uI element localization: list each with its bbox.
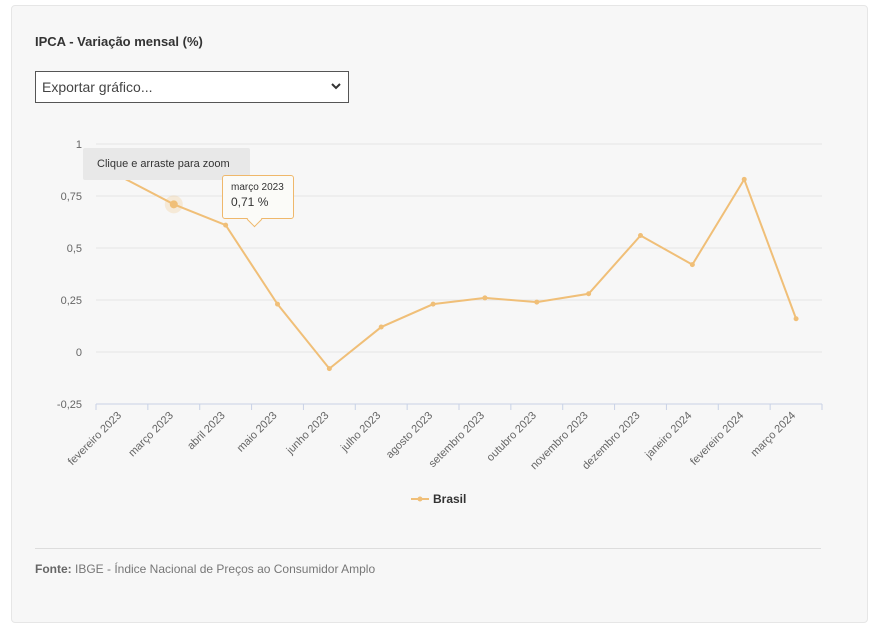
x-tick-label: julho 2023 [338,410,383,455]
series-line-brasil [121,176,798,371]
data-point [793,316,799,322]
x-tick-label: agosto 2023 [384,410,435,461]
y-tick-label: 0 [76,347,82,359]
data-point [741,176,747,182]
data-point [378,324,384,330]
tooltip-value: 0,71 % [231,195,269,209]
source-label: Fonte: [35,562,72,576]
data-point [586,291,592,297]
x-tick-label: fevereiro 2023 [66,410,124,468]
data-point [223,222,229,228]
data-point [326,366,332,372]
x-tick-label: junho 2023 [284,410,332,458]
x-tick-label: abril 2023 [185,410,228,453]
footer-divider [35,548,821,549]
source-text: IBGE - Índice Nacional de Preços ao Cons… [71,562,376,576]
data-point [482,295,488,301]
source-note: Fonte: IBGE - Índice Nacional de Preços … [35,562,375,576]
legend-item-brasil[interactable]: Brasil [411,492,466,506]
x-tick-label: maio 2023 [235,410,280,455]
chevron-down-icon [331,83,341,90]
tooltip-category: março 2023 [231,182,284,193]
zoom-hint: Clique e arraste para zoom [83,148,250,180]
data-tooltip: março 2023 0,71 % [222,175,294,228]
export-select-label: Exportar gráfico... [42,79,153,95]
x-tick-label: janeiro 2024 [642,410,694,462]
data-point [430,301,436,307]
y-tick-label: 0,5 [67,243,82,255]
y-tick-label: -0,25 [57,399,82,411]
legend-label: Brasil [433,492,466,506]
data-point [275,301,280,307]
y-tick-label: 1 [76,139,82,151]
data-point [689,262,695,268]
x-tick-label: fevereiro 2024 [688,410,746,468]
y-tick-label: 0,75 [61,191,82,203]
x-tick-label: março 2024 [749,410,799,460]
data-point [169,200,178,209]
chart-title: IPCA - Variação mensal (%) [35,34,203,49]
data-point [534,299,540,305]
x-tick-label: março 2023 [126,410,176,460]
data-point [638,233,643,239]
y-tick-label: 0,25 [61,295,82,307]
export-chart-select[interactable]: Exportar gráfico... [35,71,349,103]
x-tick-label: outubro 2023 [485,410,539,464]
chart-card [11,5,868,623]
x-tick-label: setembro 2023 [427,410,487,470]
legend-marker-icon [417,496,423,502]
